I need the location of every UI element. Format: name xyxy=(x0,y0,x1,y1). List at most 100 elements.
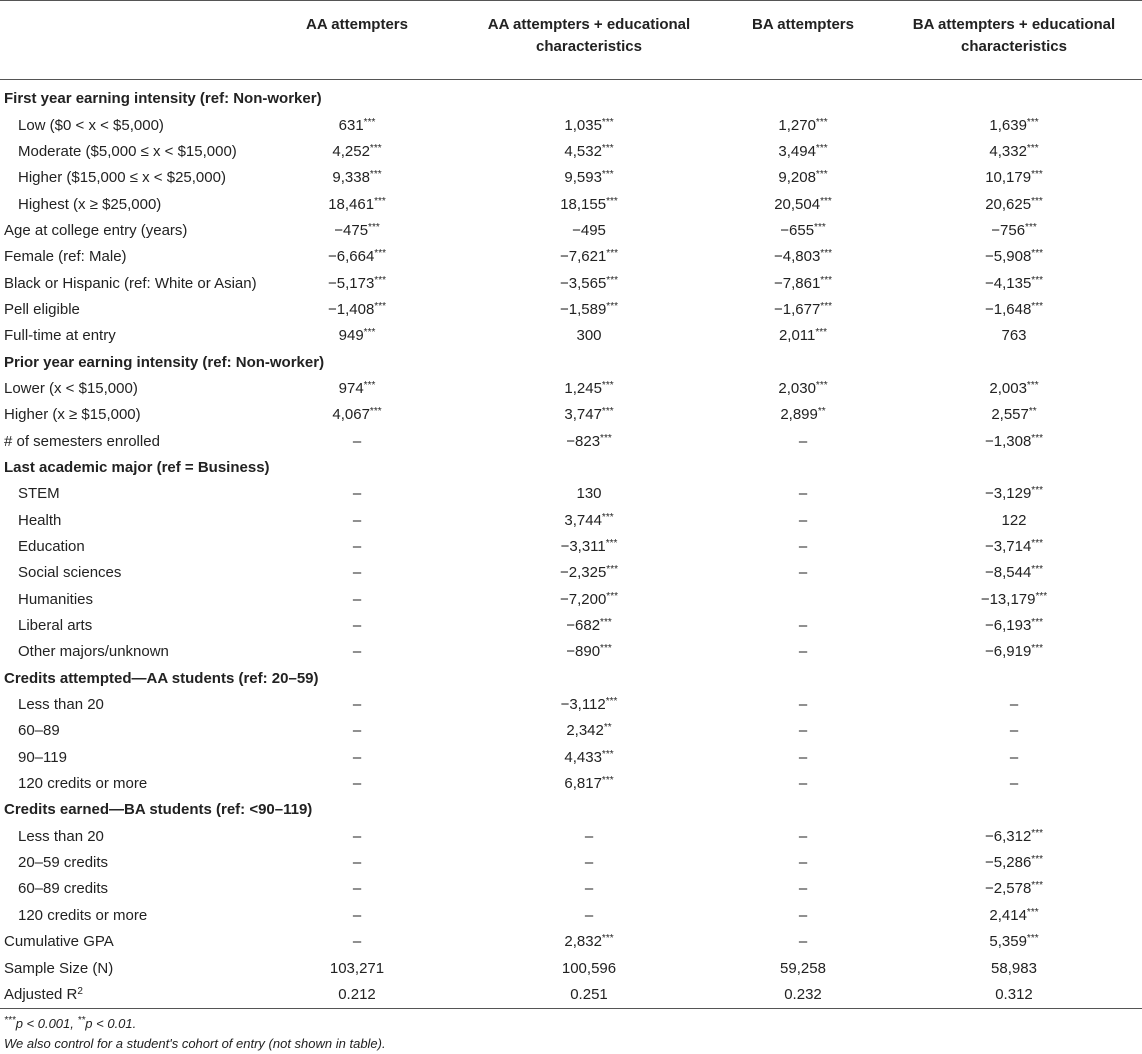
significance-stars: *** xyxy=(820,300,832,312)
significance-stars: *** xyxy=(601,116,614,128)
coefficient: 3,494 xyxy=(778,142,816,160)
coefficient: 122 xyxy=(1001,511,1027,529)
coefficient: −3,714 xyxy=(985,538,1032,556)
value-cell: −823*** xyxy=(458,428,720,454)
coefficient: – xyxy=(798,617,808,635)
significance-stars: ** xyxy=(603,722,612,734)
coefficient: – xyxy=(798,775,808,793)
value-cell: −756*** xyxy=(886,218,1142,244)
row-label-text: Highest (x ≥ $25,000) xyxy=(18,195,162,213)
coefficient: – xyxy=(352,511,362,529)
value-cell: – xyxy=(256,639,458,665)
value-cell xyxy=(458,349,720,375)
value-cell: −655*** xyxy=(720,218,886,244)
coefficient: 2,030 xyxy=(778,379,816,397)
row-label-text: 120 credits or more xyxy=(18,775,148,793)
row-label: Female (ref: Male) xyxy=(0,244,256,270)
value-cell xyxy=(720,666,886,692)
coefficient: 631 xyxy=(338,116,364,134)
row-label-text: Cumulative GPA xyxy=(4,933,114,951)
coefficient: 9,593 xyxy=(564,169,602,187)
value-cell: 1,639*** xyxy=(886,112,1142,138)
section-row: Credits attempted—AA students (ref: 20–5… xyxy=(0,666,1142,692)
value-cell: 763 xyxy=(886,323,1142,349)
coefficient: 763 xyxy=(1001,327,1027,345)
coefficient: −6,312 xyxy=(985,827,1032,845)
row-label: Higher (x ≥ $15,000) xyxy=(0,402,256,428)
section-heading: Last academic major (ref = Business) xyxy=(0,455,270,481)
value-cell: 1,035*** xyxy=(458,112,720,138)
value-cell: – xyxy=(720,903,886,929)
coefficient: – xyxy=(352,538,362,556)
coefficient: – xyxy=(352,485,362,503)
value-cell: −682*** xyxy=(458,613,720,639)
row-label: 90–119 xyxy=(0,745,256,771)
coefficient: 130 xyxy=(576,485,602,503)
significance-stars: ** xyxy=(817,406,826,418)
significance-stars: *** xyxy=(374,195,386,207)
table-row: Highest (x ≥ $25,000) 18,461*** 18,155*** 2… xyxy=(0,191,1142,217)
value-cell: – xyxy=(720,481,886,507)
coefficient: −1,308 xyxy=(985,432,1032,450)
row-label-text: Less than 20 xyxy=(18,696,104,714)
table-row: STEM – 130 – −3,129*** xyxy=(0,481,1142,507)
significance-stars: *** xyxy=(1031,643,1043,655)
coefficient: – xyxy=(352,564,362,582)
row-label-text: Credits attempted—AA students (ref: 20–5… xyxy=(4,669,319,687)
coefficient: 9,338 xyxy=(332,169,370,187)
significance-stars: *** xyxy=(601,379,614,391)
significance-stars: *** xyxy=(600,432,612,444)
value-cell: – xyxy=(720,745,886,771)
value-cell xyxy=(886,349,1142,375)
row-label-text: First year earning intensity (ref: Non-w… xyxy=(4,90,322,108)
value-cell: – xyxy=(720,534,886,560)
significance-stars: *** xyxy=(601,169,614,181)
value-cell: −475*** xyxy=(256,218,458,244)
value-cell: −3,565*** xyxy=(458,270,720,296)
coefficient: 20,625 xyxy=(985,195,1032,213)
row-label: Education xyxy=(0,534,256,560)
table-row: Female (ref: Male) −6,664*** −7,621*** −4,8… xyxy=(0,244,1142,270)
significance-stars: *** xyxy=(1031,854,1043,866)
significance-note-text: ***p < 0.001, **p < 0.01. xyxy=(4,1015,137,1032)
value-cell: – xyxy=(256,903,458,929)
coefficient: 4,433 xyxy=(564,748,602,766)
row-label: 20–59 credits xyxy=(0,850,256,876)
significance-stars: *** xyxy=(601,511,614,523)
significance-stars: *** xyxy=(601,775,614,787)
value-cell: −1,648*** xyxy=(886,297,1142,323)
value-cell: 58,983 xyxy=(886,955,1142,981)
significance-stars: *** xyxy=(1031,274,1043,286)
table-row: Cumulative GPA –2,832*** –5,359*** xyxy=(0,929,1142,955)
value-cell: 100,596 xyxy=(458,955,720,981)
significance-stars: *** xyxy=(1031,880,1043,892)
row-label: 60–89 credits xyxy=(0,876,256,902)
coefficient: 103,271 xyxy=(329,959,385,977)
coefficient: 2,342 xyxy=(566,722,604,740)
coefficient: −756 xyxy=(991,221,1026,239)
value-cell: 0.251 xyxy=(458,981,720,1010)
significance-stars: *** xyxy=(1026,142,1039,154)
table-row: Education – −3,311*** – −3,714*** xyxy=(0,534,1142,560)
coefficient: – xyxy=(798,564,808,582)
value-cell: −5,173*** xyxy=(256,270,458,296)
significance-stars: *** xyxy=(1026,933,1039,945)
coefficient: 9,208 xyxy=(778,169,816,187)
significance-stars: *** xyxy=(820,248,832,260)
coefficient: – xyxy=(798,538,808,556)
coefficient: 4,252 xyxy=(332,142,370,160)
significance-stars: *** xyxy=(606,300,618,312)
row-label: Lower (x < $15,000) xyxy=(0,376,256,402)
row-label: Low ($0 < x < $5,000) xyxy=(0,112,256,138)
row-label-text: Sample Size (N) xyxy=(4,959,114,977)
significance-stars: *** xyxy=(601,933,614,945)
row-label-text: 60–89 credits xyxy=(18,880,109,898)
value-cell: – xyxy=(886,718,1142,744)
section-row: First year earning intensity (ref: Non-w… xyxy=(0,80,1142,113)
value-cell: – xyxy=(720,508,886,534)
coefficient: 4,067 xyxy=(332,406,370,424)
significance-stars: *** xyxy=(1026,906,1039,918)
significance-stars: *** xyxy=(1031,248,1043,260)
coefficient: – xyxy=(352,617,362,635)
value-cell: −890*** xyxy=(458,639,720,665)
